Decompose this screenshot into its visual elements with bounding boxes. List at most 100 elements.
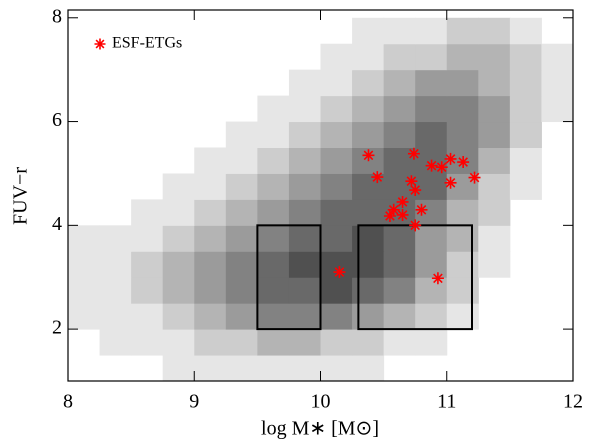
density-cell: [415, 199, 448, 226]
density-cell: [320, 303, 353, 330]
density-cell: [162, 251, 195, 278]
density-cell: [162, 329, 195, 356]
density-cell: [288, 303, 321, 330]
density-cell: [257, 147, 290, 174]
y-tick-label: 2: [52, 317, 62, 339]
star-marker: [444, 176, 457, 189]
density-cell: [383, 251, 416, 278]
density-cell: [320, 147, 353, 174]
density-cell: [352, 225, 385, 252]
x-tick-label: 12: [563, 391, 583, 413]
density-cell: [352, 121, 385, 149]
density-cell: [320, 95, 353, 123]
density-cell: [383, 277, 416, 304]
density-cell: [257, 277, 290, 304]
density-cell: [383, 95, 416, 123]
density-cell: [415, 173, 448, 200]
density-cell: [352, 303, 385, 330]
density-cell: [446, 95, 479, 123]
density-cell: [352, 17, 385, 45]
x-tick-label: 11: [437, 391, 456, 413]
density-cell: [446, 69, 479, 97]
density-cell: [415, 95, 448, 123]
y-tick-label: 6: [52, 109, 62, 131]
density-cell: [415, 121, 448, 149]
density-cell: [288, 69, 321, 97]
density-cell: [194, 173, 227, 200]
density-cell: [257, 225, 290, 252]
density-cell: [194, 147, 227, 174]
density-cell: [446, 251, 479, 278]
star-marker: [435, 161, 448, 174]
density-cell: [541, 43, 574, 71]
legend-marker: [94, 38, 106, 50]
density-cell: [194, 355, 227, 382]
density-cell: [225, 121, 258, 149]
density-cell: [288, 199, 321, 226]
star-marker: [431, 272, 444, 285]
density-cell: [415, 303, 448, 330]
density-cell: [68, 303, 101, 330]
density-cell: [509, 95, 542, 123]
density-cell: [257, 199, 290, 226]
density-cell: [446, 199, 479, 226]
density-cell: [478, 251, 511, 278]
x-tick-label: 10: [311, 391, 331, 413]
density-cell: [509, 17, 542, 45]
density-cell: [383, 121, 416, 149]
density-cell: [352, 43, 385, 71]
density-cell: [162, 303, 195, 330]
density-cell: [383, 225, 416, 252]
density-cell: [225, 251, 258, 278]
density-cell: [320, 121, 353, 149]
star-marker: [444, 152, 457, 165]
density-cell: [509, 43, 542, 71]
density-cell: [162, 225, 195, 252]
density-cell: [320, 173, 353, 200]
density-cell: [288, 277, 321, 304]
density-cell: [194, 225, 227, 252]
density-cell: [288, 355, 321, 382]
density-cell: [415, 43, 448, 71]
star-marker: [409, 184, 422, 197]
density-cell: [446, 43, 479, 71]
density-cell: [446, 303, 479, 330]
density-cell: [352, 69, 385, 97]
density-cell: [131, 199, 164, 226]
density-cell: [352, 329, 385, 356]
star-marker: [425, 159, 438, 172]
density-cell: [194, 199, 227, 226]
density-cell: [225, 355, 258, 382]
density-cell: [99, 251, 132, 278]
density-cell: [131, 329, 164, 356]
region-box: [256, 224, 322, 331]
density-cell: [383, 147, 416, 174]
density-cell: [509, 69, 542, 97]
density-cell: [257, 95, 290, 123]
density-cell: [383, 173, 416, 200]
density-cell: [383, 69, 416, 97]
density-cell: [415, 225, 448, 252]
density-cell: [257, 355, 290, 382]
density-cell: [131, 225, 164, 252]
density-cell: [383, 17, 416, 45]
density-cell: [194, 303, 227, 330]
density-cell: [162, 199, 195, 226]
density-cell: [352, 95, 385, 123]
x-tick-label: 8: [63, 391, 73, 413]
density-cell: [415, 251, 448, 278]
star-marker: [409, 219, 422, 232]
density-cell: [383, 329, 416, 356]
density-cell: [415, 69, 448, 97]
density-cell: [541, 69, 574, 97]
star-marker: [362, 149, 375, 162]
density-cell: [352, 199, 385, 226]
density-cell: [320, 277, 353, 304]
density-cell: [478, 95, 511, 123]
density-cell: [131, 303, 164, 330]
density-cell: [320, 199, 353, 226]
star-marker: [396, 208, 409, 221]
density-cell: [415, 329, 448, 356]
density-cell: [478, 69, 511, 97]
